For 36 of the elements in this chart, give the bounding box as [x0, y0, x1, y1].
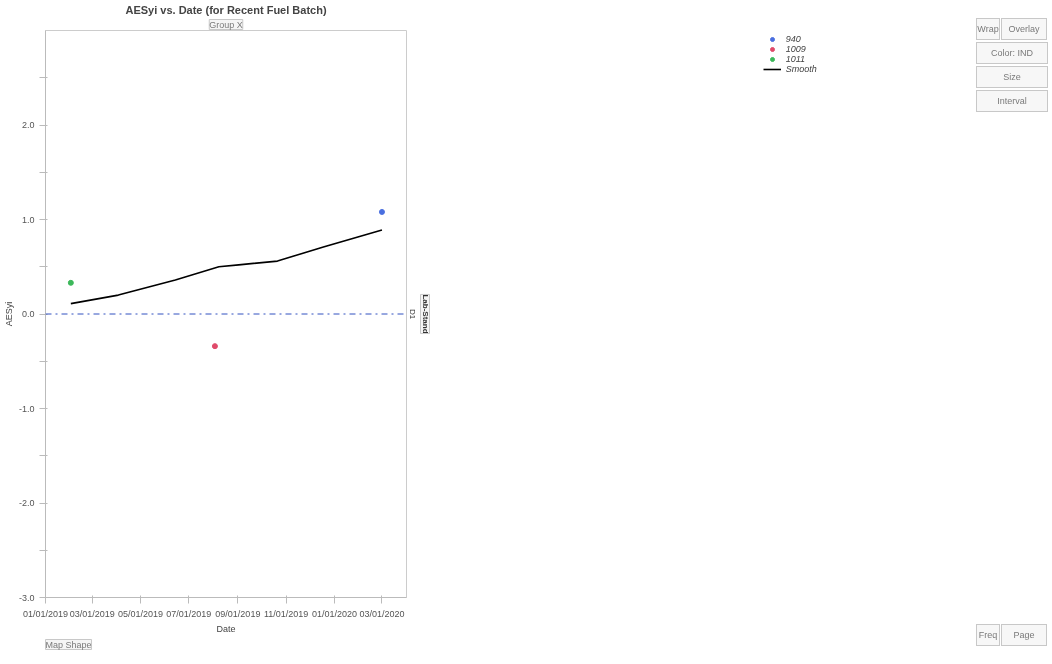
text: Freq: [978, 625, 998, 645]
text: Interval: [997, 95, 1027, 108]
point: [378, 208, 385, 215]
text: Lab-Stand: [420, 294, 430, 334]
legend-label: 1009: [785, 44, 806, 54]
y-tick-label: -2.0: [18, 498, 35, 508]
y-tick-label: -1.0: [18, 403, 35, 414]
point: [67, 279, 74, 286]
x-axis-title: Date: [216, 623, 236, 634]
x-tick-label: 11/01/2019: [263, 608, 309, 619]
text: Overlay: [1008, 23, 1040, 36]
x-tick-label: 09/01/2019: [215, 608, 261, 619]
text: Color: IND: [990, 47, 1033, 60]
y-tick-label: 1.0: [21, 214, 35, 225]
text: Group X: [209, 19, 243, 30]
y-tick-label: 0.0: [21, 309, 35, 319]
x-tick-label: 05/01/2019: [117, 608, 164, 619]
x-tick-label: 07/01/2019: [166, 608, 212, 619]
text: Page: [1013, 629, 1035, 642]
text: Wrap: [977, 19, 999, 39]
x-tick-label: 01/01/2020: [311, 608, 357, 619]
text: D1: [407, 308, 417, 320]
legend-label: 1011: [785, 54, 806, 64]
legend-label: 940: [785, 34, 802, 44]
y-tick-label: -3.0: [18, 592, 35, 603]
text: Map Shape: [45, 639, 92, 650]
x-tick-label: 03/01/2020: [359, 608, 405, 619]
y-axis-title: AESyi: [3, 301, 14, 327]
text: Size: [1003, 71, 1021, 84]
line-series: [70, 229, 383, 305]
x-tick-label: 03/01/2019: [69, 608, 115, 619]
point: [211, 343, 218, 350]
y-tick-label: 2.0: [21, 120, 35, 130]
x-tick-label: 01/01/2019: [22, 608, 69, 619]
chart-title: AESyi vs. Date (for Recent Fuel Batch): [125, 3, 327, 16]
legend-label: Smooth: [785, 64, 817, 74]
